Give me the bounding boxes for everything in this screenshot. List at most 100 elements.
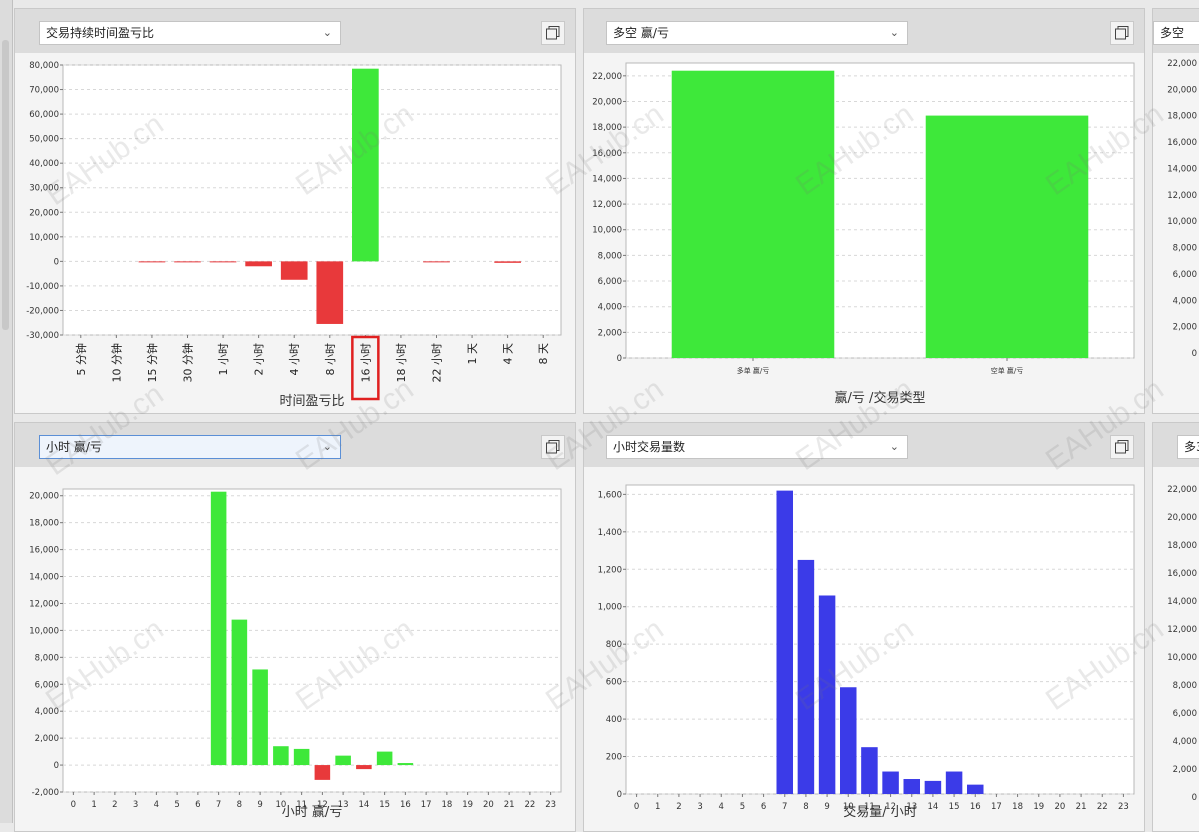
x-tick-label: 13 [906, 802, 917, 812]
panel-header: 多空 [1153, 9, 1199, 53]
chart-duration-profit: -30,000 -20,000 -10,000 0 10,000 20,000 30,000… [26, 61, 562, 409]
y-tick-label: 16,000 [29, 546, 59, 556]
maximize-button[interactable] [541, 21, 565, 45]
x-tick-label: 19 [1033, 802, 1044, 812]
y-tick-label: 40,000 [29, 159, 59, 169]
chart-type-dropdown[interactable]: 小时 赢/亏 ⌄ [39, 435, 341, 459]
chart-long-short: 0 2,000 4,000 6,000 8,000 10,000 12,000 14,000 1… [592, 62, 1135, 406]
x-tick-label: 4 [154, 800, 159, 810]
y-tick-label: 22,000 [1167, 59, 1197, 69]
y-tick-label: -30,000 [26, 331, 59, 341]
chart-hour-profit: -2,000 0 2,000 4,000 6,000 8,000 10,000 12,000 1… [29, 488, 562, 820]
panel-long-short: 多空 赢/亏 ⌄ 0 2,000 4,000 6,000 8,000 10,000 12,00… [583, 8, 1145, 414]
y-tick-label: 20,000 [1167, 85, 1197, 95]
x-tick-label: 2 小时 [253, 343, 266, 376]
bar [924, 780, 942, 794]
x-tick-label: 22 [1097, 802, 1108, 812]
dropdown-value: 多空 [1160, 26, 1185, 40]
maximize-button[interactable] [541, 435, 565, 459]
y-tick-label: 10,000 [1167, 217, 1197, 227]
bar [280, 261, 308, 280]
maximize-button[interactable] [1110, 21, 1134, 45]
y-tick-label: 12,000 [1167, 191, 1197, 201]
y-tick-label: 6,000 [1173, 709, 1197, 719]
bar [245, 261, 272, 267]
x-tick-label: 1 小时 [217, 343, 230, 376]
x-tick-label: 2 [112, 800, 117, 810]
y-tick-label: 50,000 [29, 135, 59, 145]
panel-header: 多3 [1153, 423, 1199, 467]
bar [252, 669, 268, 766]
bar [839, 687, 857, 794]
y-tick-label: 4,000 [35, 707, 59, 717]
bar [138, 261, 166, 263]
chart-type-dropdown[interactable]: 交易持续时间盈亏比 ⌄ [39, 21, 341, 45]
x-tick-label: 多单 赢/亏 [737, 366, 770, 375]
panel-header: 小时交易量数 ⌄ [584, 423, 1144, 467]
panel-partial-top-right: 多空 0 2,000 4,000 6,000 8,000 10,000 12,000 14,0… [1152, 8, 1199, 414]
y-tick-label: 16,000 [1167, 569, 1197, 579]
bar [356, 765, 372, 770]
x-tick-label: 12 [885, 802, 896, 812]
x-tick-label: 9 [824, 802, 829, 812]
x-tick-label: 21 [504, 800, 515, 810]
x-tick-label: 8 小时 [324, 343, 337, 376]
chart-partial-bottom: 0 2,000 4,000 6,000 8,000 10,000 12,000 14,000 1… [1167, 485, 1197, 803]
y-tick-label: 6,000 [1173, 270, 1197, 280]
y-tick-label: 16,000 [1167, 138, 1197, 148]
x-tick-label: 15 [949, 802, 960, 812]
x-tick-label: 6 [195, 800, 200, 810]
chart-type-dropdown[interactable]: 多空 [1153, 21, 1199, 45]
chevron-down-icon: ⌄ [322, 26, 332, 39]
bar [352, 68, 379, 262]
y-tick-label: 10,000 [1167, 653, 1197, 663]
plot-area [62, 64, 562, 336]
bar [335, 755, 351, 766]
y-tick-label: 20,000 [29, 492, 59, 502]
y-tick-label: 14,000 [29, 573, 59, 583]
x-tick-label: 16 小时 [359, 343, 372, 383]
y-tick-label: 20,000 [592, 97, 622, 107]
chevron-down-icon: ⌄ [889, 26, 899, 39]
maximize-icon [1115, 440, 1129, 454]
x-tick-label: 18 小时 [395, 343, 408, 383]
chart-type-dropdown[interactable]: 多空 赢/亏 ⌄ [606, 21, 908, 45]
maximize-icon [546, 26, 560, 40]
x-tick-label: 5 [740, 802, 745, 812]
panel-duration-profit: 交易持续时间盈亏比 ⌄ -30,000 -20,000 -10,000 0 10,000 2… [14, 8, 576, 414]
x-tick-label: 17 [991, 802, 1002, 812]
y-tick-label: 12,000 [592, 200, 622, 210]
chevron-down-icon: ⌄ [322, 440, 332, 453]
left-scrollbar[interactable] [2, 40, 9, 330]
bar [861, 747, 878, 794]
x-tick-label: 6 [761, 802, 766, 812]
x-tick-label: 11 [864, 802, 875, 812]
y-tick-label: 0 [617, 354, 622, 364]
chart-type-dropdown[interactable]: 多3 [1177, 435, 1199, 459]
x-tick-label: 4 天 [502, 343, 515, 365]
y-tick-label: -2,000 [32, 788, 59, 798]
bar [776, 490, 794, 794]
x-tick-label: 7 [782, 802, 787, 812]
x-tick-label: 14 [358, 800, 369, 810]
y-tick-label: 0 [1192, 793, 1197, 803]
x-tick-label: 19 [462, 800, 473, 810]
chart-type-dropdown[interactable]: 小时交易量数 ⌄ [606, 435, 908, 459]
x-tick-label: 3 [697, 802, 702, 812]
x-tick-label: 23 [545, 800, 556, 810]
x-tick-label: 5 分钟 [74, 343, 88, 376]
bar [494, 261, 521, 263]
maximize-button[interactable] [1110, 435, 1134, 459]
y-tick-label: 60,000 [29, 110, 59, 120]
maximize-icon [546, 440, 560, 454]
panel-header: 小时 赢/亏 ⌄ [15, 423, 575, 467]
x-tick-label: 8 [803, 802, 808, 812]
bar [376, 751, 393, 766]
y-tick-label: 2,000 [1173, 765, 1197, 775]
panel-hour-profit: 小时 赢/亏 ⌄ -2,000 0 2,000 4,000 6,000 8,000 10,00… [14, 422, 576, 832]
y-tick-label: 16,000 [592, 149, 622, 159]
y-tick-label: 18,000 [1167, 112, 1197, 122]
y-tick-label: 8,000 [1173, 681, 1197, 691]
panel-hour-volume: 小时交易量数 ⌄ 0 200 400 600 800 1,000 1,200 1,400 1,60… [583, 422, 1145, 832]
x-tick-label: 9 [257, 800, 262, 810]
